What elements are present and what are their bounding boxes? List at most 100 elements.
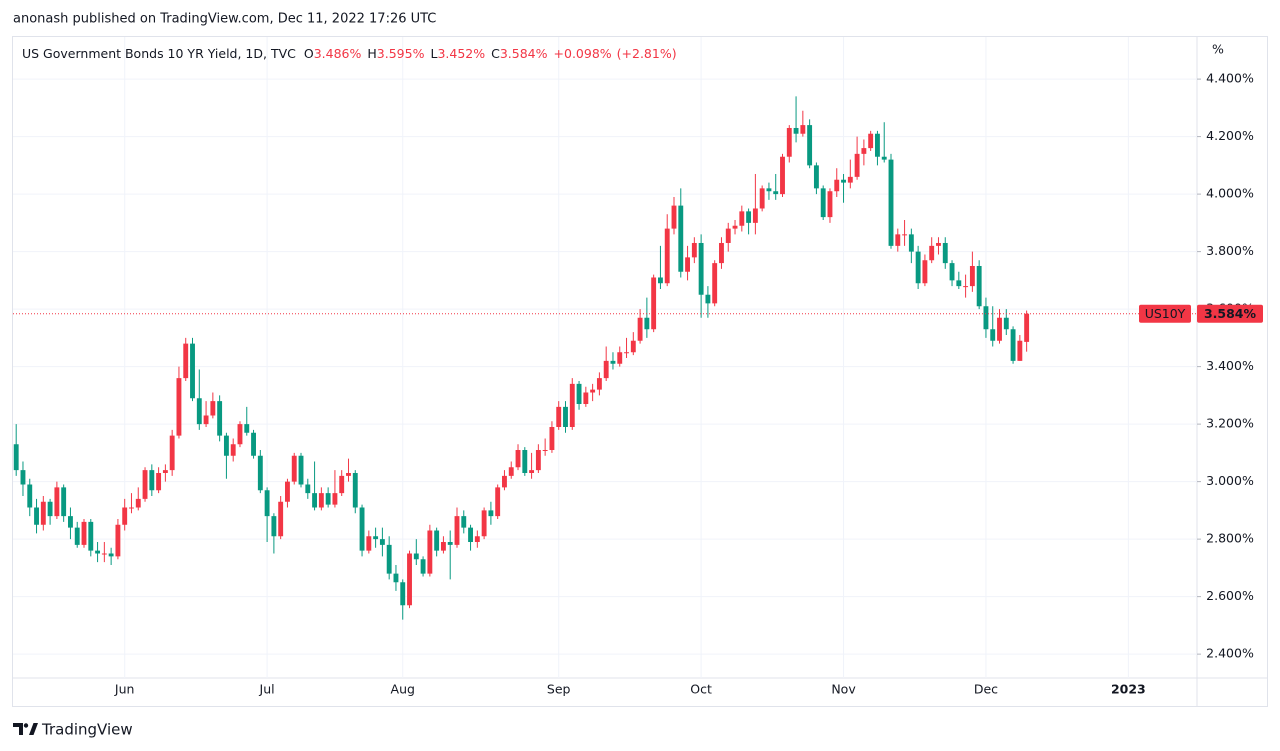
candle-body [854, 153, 860, 177]
candle-body [786, 127, 792, 157]
y-tick-label: 4.000% [1206, 186, 1254, 201]
candle-body [40, 501, 46, 525]
candle-body [576, 383, 582, 404]
candle-body [251, 432, 256, 456]
legend-value: 3.452% [437, 46, 485, 61]
candle-body [671, 205, 677, 229]
candle-body [129, 507, 134, 509]
x-tick-label: Sep [547, 682, 571, 697]
candle-body [312, 493, 318, 508]
candle-body [190, 343, 195, 399]
candle-body [875, 133, 880, 157]
y-tick-label: 3.800% [1206, 243, 1254, 258]
legend: US Government Bonds 10 YR Yield, 1D, TVC… [22, 46, 677, 61]
candle-body [47, 501, 53, 517]
candle-body [413, 553, 419, 560]
candle-body [644, 317, 650, 330]
candle-body [162, 470, 168, 474]
candle-body [712, 263, 718, 304]
candle-body [508, 467, 514, 476]
legend-change: +0.098% [554, 46, 612, 61]
candle-body [983, 306, 989, 330]
x-tick-label: Nov [831, 682, 856, 697]
candle-body [95, 550, 101, 554]
candle-body [74, 527, 80, 545]
legend-symbol: US Government Bonds 10 YR Yield, 1D, TVC [22, 46, 296, 61]
candle-body [176, 378, 182, 436]
candle-body [773, 191, 779, 195]
candle-body [142, 470, 148, 499]
y-tick-label: 3.000% [1206, 473, 1254, 488]
candle-body [210, 401, 216, 416]
candle-body [400, 582, 406, 606]
candle-body [997, 317, 1002, 341]
x-tick-label: Jul [259, 682, 275, 697]
y-tick-label: 4.400% [1206, 71, 1254, 86]
y-tick-label: 2.600% [1206, 588, 1254, 603]
x-tick-label: Oct [690, 682, 712, 697]
candle-body [217, 401, 223, 436]
candle-body [719, 242, 724, 264]
candle-body [454, 516, 460, 545]
x-tick-label: 2023 [1111, 682, 1146, 697]
legend-value: 3.584% [500, 46, 548, 61]
candle-body [373, 536, 379, 540]
candle-body [325, 493, 331, 505]
candle-body [135, 498, 141, 508]
candle-body [447, 542, 453, 545]
candle-body [847, 176, 853, 183]
candle-body [318, 493, 324, 508]
candle-body [861, 148, 867, 154]
candle-body [122, 507, 128, 525]
candle-body [705, 294, 711, 304]
candle-body [379, 539, 385, 545]
candle-body [1024, 313, 1030, 342]
candle-body [752, 208, 758, 223]
candle-body [820, 188, 826, 218]
candle-body [542, 449, 548, 451]
y-tick-label: 4.200% [1206, 128, 1254, 143]
logo-mark [29, 723, 38, 735]
legend-key: L [430, 46, 437, 61]
legend-key: H [367, 46, 376, 61]
candle-body [915, 251, 921, 284]
candle-body [637, 317, 643, 341]
candle-body [461, 516, 467, 528]
symbol-label: US10Y [1145, 306, 1186, 321]
candle-body [386, 544, 392, 574]
candle-body [393, 573, 399, 583]
footer-logo [13, 723, 38, 735]
candle-body [237, 424, 243, 445]
candle-body [1017, 340, 1023, 361]
candle-body [759, 188, 765, 209]
candle-body [196, 398, 202, 425]
legend-value: 3.486% [314, 46, 362, 61]
x-tick-label: Aug [391, 682, 415, 697]
footer-text: TradingView [41, 721, 133, 739]
candle-body [888, 159, 894, 246]
candle-body [468, 527, 473, 543]
candle-body [1010, 329, 1016, 361]
candle-body [976, 265, 982, 307]
candle-body [549, 426, 555, 450]
candle-body [678, 205, 684, 272]
candle-body [264, 490, 270, 517]
candle-body [61, 487, 67, 517]
candle-body [800, 125, 806, 134]
price-label: 3.584% [1204, 306, 1257, 321]
candle-body [664, 228, 670, 284]
legend-value: 3.595% [377, 46, 425, 61]
candle-body [569, 383, 575, 427]
candle-body [698, 242, 704, 295]
candle-body [522, 449, 528, 474]
candle-body [732, 225, 738, 229]
candle-body [936, 242, 941, 246]
candle-body [149, 470, 155, 491]
y-unit: % [1212, 42, 1224, 57]
candle-body [420, 559, 426, 574]
candle-body [68, 516, 73, 528]
candle-body [502, 475, 507, 488]
candle-body [474, 536, 480, 543]
candle-body [881, 156, 887, 160]
